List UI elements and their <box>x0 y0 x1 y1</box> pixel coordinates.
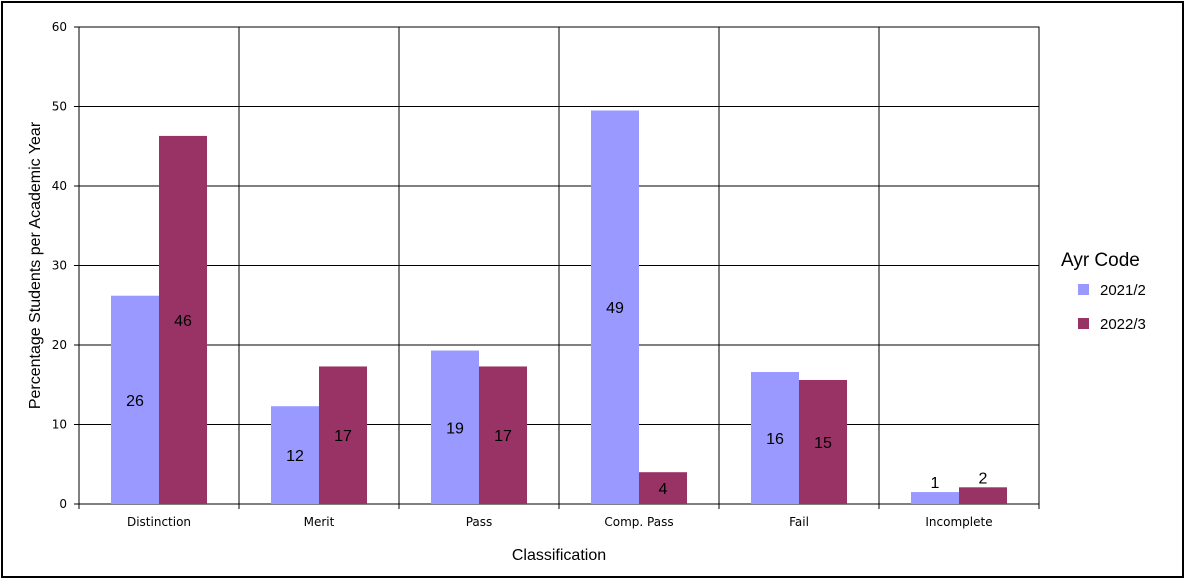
x-tick-label: Distinction <box>127 515 191 529</box>
y-tick-label: 40 <box>52 179 67 193</box>
y-tick-label: 30 <box>52 259 67 273</box>
bars <box>111 110 1007 505</box>
x-tick-label: Merit <box>304 515 335 529</box>
bar-2022-3-distinction <box>159 135 207 505</box>
x-tick-label: Pass <box>466 515 493 529</box>
legend-swatch <box>1078 318 1089 329</box>
bar-2021-2-pass <box>431 350 479 504</box>
y-tick-label: 60 <box>52 20 67 34</box>
data-label: 16 <box>766 431 784 448</box>
legend: Ayr Code 2021/2 2022/3 <box>1061 250 1146 333</box>
bar-2021-2-comp-pass <box>591 110 639 504</box>
legend-item-label: 2021/2 <box>1100 282 1146 299</box>
y-tick-label: 20 <box>52 338 67 352</box>
legend-title: Ayr Code <box>1061 250 1140 271</box>
data-label: 1 <box>931 475 940 492</box>
bar-2022-3-pass <box>479 366 527 504</box>
data-label: 4 <box>659 481 668 498</box>
y-tick-label: 0 <box>59 497 67 511</box>
data-label: 2 <box>979 470 988 487</box>
x-tick-label: Fail <box>789 515 809 529</box>
bar-2021-2-incomplete <box>911 492 959 504</box>
x-tick-label: Incomplete <box>925 515 992 529</box>
data-label: 26 <box>126 393 144 410</box>
y-axis-title: Percentage Students per Academic Year <box>27 121 44 409</box>
bar-2021-2-merit <box>271 406 319 504</box>
data-label: 46 <box>174 313 192 330</box>
y-tick-label: 50 <box>52 100 67 114</box>
data-label: 17 <box>334 428 352 445</box>
data-label: 12 <box>286 448 304 465</box>
grid <box>74 26 1040 509</box>
bar-2022-3-merit <box>319 366 367 504</box>
data-label: 17 <box>494 428 512 445</box>
x-tick-label: Comp. Pass <box>604 515 673 529</box>
bar-2022-3-incomplete <box>959 487 1007 504</box>
bar-2022-3-comp-pass <box>639 472 687 504</box>
data-label: 15 <box>814 435 832 452</box>
legend-swatch <box>1078 284 1089 295</box>
bar-2021-2-fail <box>751 372 799 504</box>
data-label: 49 <box>606 300 624 317</box>
bar-2022-3-fail <box>799 379 847 504</box>
bar-2021-2-distinction <box>111 295 159 504</box>
data-label: 19 <box>446 420 464 437</box>
y-tick-label: 10 <box>52 418 67 432</box>
axes: 0 10 20 30 40 50 60 Distinction Merit Pass Comp. P… <box>52 20 993 529</box>
x-axis-title: Classification <box>512 547 606 564</box>
legend-item-label: 2022/3 <box>1100 316 1146 333</box>
